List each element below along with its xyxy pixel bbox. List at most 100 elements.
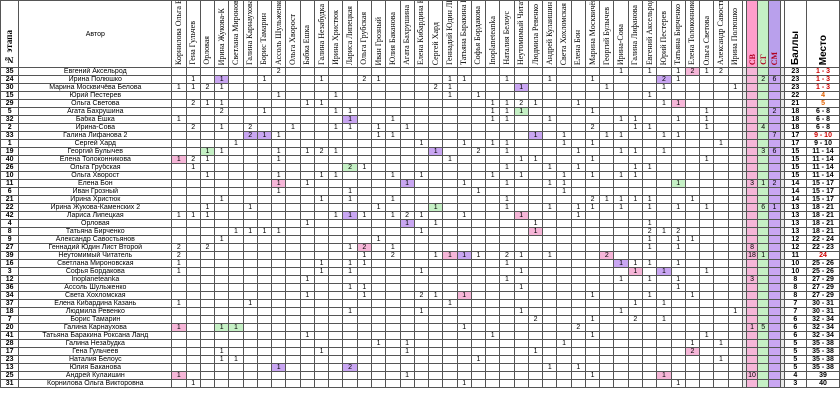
vote-cell [185,139,201,148]
vote-cell [313,123,330,132]
vote-cell [456,363,472,372]
vote-cell [684,243,701,252]
vote-cell [313,331,330,340]
vote-cell [470,379,487,388]
vote-cell [499,267,515,276]
vote-cell [713,107,729,116]
vote-cell [185,307,201,316]
vote-cell [370,107,387,116]
vote-cell [499,339,515,348]
vote-cell [513,259,529,268]
vote-cell [456,107,472,116]
vote-cell [185,131,201,140]
vote-cell [656,91,672,100]
sg-cell [757,235,770,244]
vote-cell [313,139,330,148]
vote-cell [256,171,273,180]
place-cell: 11 - 14 [806,155,840,164]
vote-cell [328,163,344,172]
sm-cell [768,379,781,388]
vote-cell [399,355,415,364]
sv-cell [745,99,759,108]
vote-cell [185,251,201,260]
vote-cell [271,267,287,276]
vote-cell: 1 [356,283,372,292]
vote-cell [256,371,273,380]
vote-cell [199,283,216,292]
vote-cell [684,355,701,364]
vote-cell [513,195,529,204]
vote-cell [470,347,487,356]
sv-cell [745,291,759,300]
stage-number-cell: 28 [0,339,20,348]
vote-cell [299,235,315,244]
stage-number-cell: 16 [0,259,20,268]
vote-cell: 1 [285,123,301,132]
vote-cell [727,283,743,292]
vote-cell [399,99,415,108]
sg-cell [757,371,770,380]
vote-cell [428,187,444,196]
vote-cell: 1 [485,99,501,108]
vote-cell [627,235,644,244]
vote-cell [727,203,743,212]
vote-cell [442,203,458,212]
place-cell: 24 [806,251,840,260]
vote-cell [428,243,444,252]
vote-cell [399,163,415,172]
voter-header: Ирина Жукова-К [214,0,230,68]
vote-cell [470,115,487,124]
vote-cell [342,355,358,364]
vote-cell: 1 [271,91,287,100]
vote-cell [271,331,287,340]
vote-cell [527,171,544,180]
vote-cell: 1 [385,171,401,180]
vote-cell [542,323,558,332]
vote-cell [342,299,358,308]
sm-cell [768,67,781,76]
vote-cell [499,307,515,316]
vote-cell [285,347,301,356]
vote-cell [599,99,615,108]
place-cell: 30 - 31 [806,307,840,316]
vote-cell [627,379,644,388]
vote-cell: 2 [356,75,372,84]
vote-cell [699,171,715,180]
vote-cell [570,243,586,252]
vote-cell [627,291,644,300]
vote-cell [342,323,358,332]
vote-cell: 1 [370,75,387,84]
vote-cell [470,291,487,300]
vote-cell [385,155,401,164]
vote-cell [556,83,572,92]
vote-cell [356,91,372,100]
vote-cell [199,179,216,188]
vote-cell [570,355,586,364]
vote-cell [413,99,430,108]
vote-cell [699,75,715,84]
vote-cell [271,219,287,228]
vote-cell [356,131,372,140]
vote-cell: 2 [313,147,330,156]
vote-cell [299,243,315,252]
vote-cell [299,163,315,172]
vote-cell [370,195,387,204]
place-header: Место [806,0,840,68]
vote-cell [413,363,430,372]
vote-cell [271,379,287,388]
author-name-cell: Корнилова Ольга Викторовна [18,379,173,388]
vote-cell: 2 [584,123,601,132]
vote-cell [699,131,715,140]
vote-cell [470,123,487,132]
vote-cell [271,123,287,132]
vote-cell [399,323,415,332]
vote-cell [599,347,615,356]
voter-header: Андрей Кулаишин [542,0,558,68]
vote-cell: 1 [656,227,672,236]
vote-cell: 1 [442,299,458,308]
vote-cell [285,91,301,100]
author-name-cell: Татьяна Баракина Роксана Ланд [18,331,173,340]
place-cell: 27 - 29 [806,275,840,284]
vote-cell: 1 [599,195,615,204]
balls-cell: 5 [783,339,808,348]
